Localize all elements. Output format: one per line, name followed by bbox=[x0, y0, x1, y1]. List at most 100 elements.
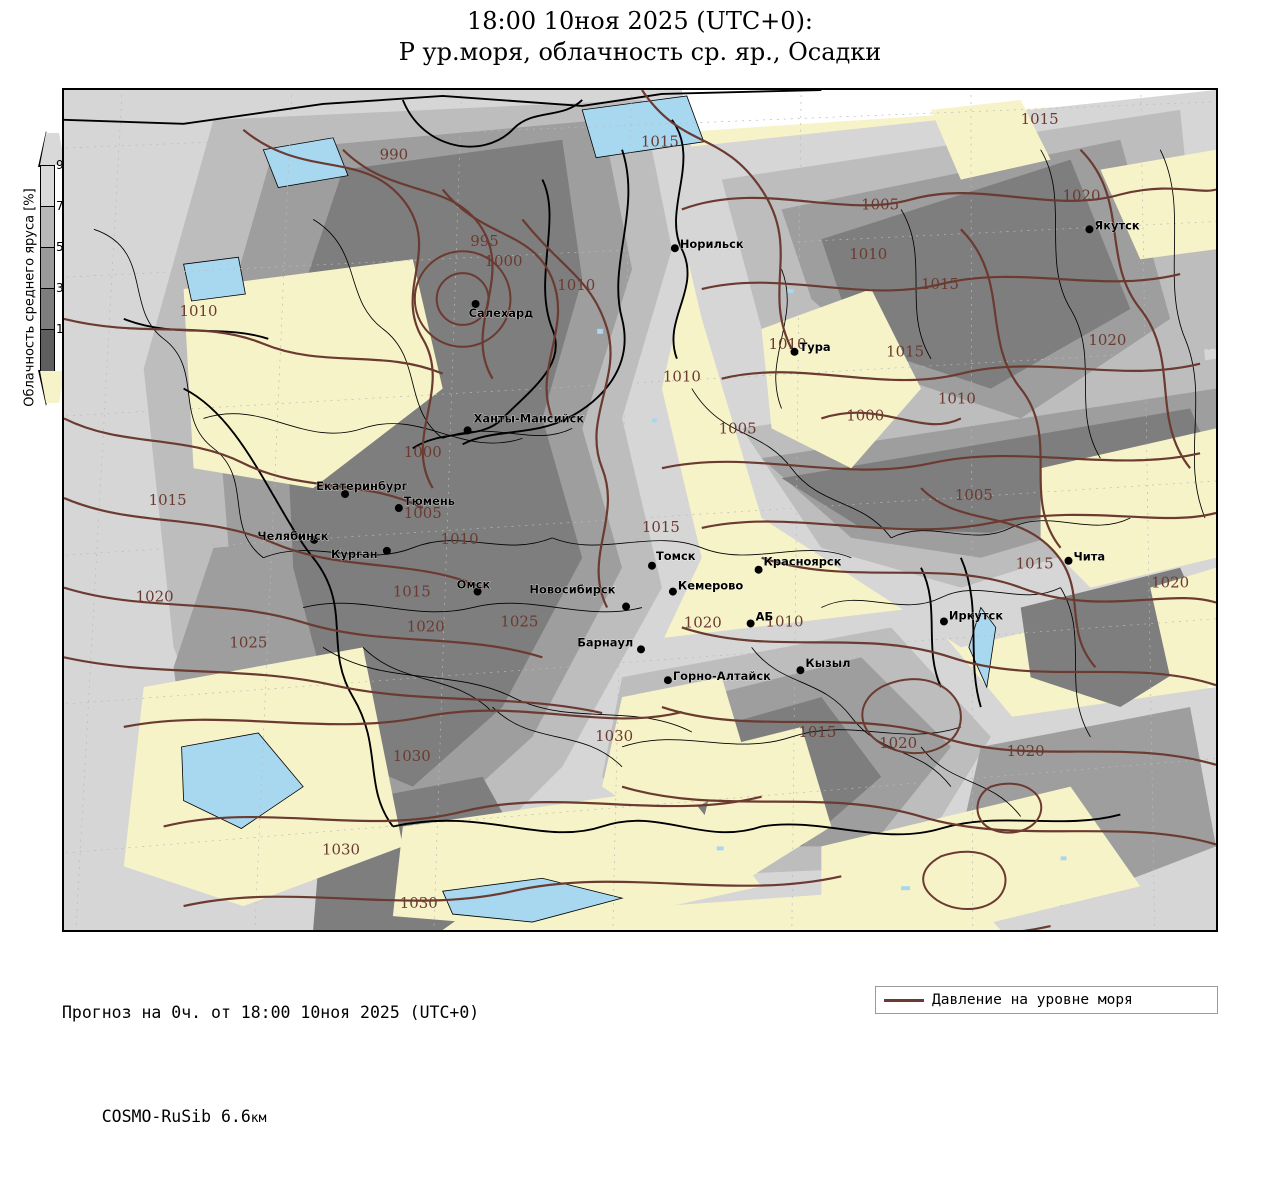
city-dot bbox=[310, 535, 319, 544]
city-label: Курган bbox=[331, 547, 378, 561]
isobar-label: 1020 bbox=[1007, 742, 1045, 760]
model-line: COSMO-RuSib 6.6км bbox=[62, 1078, 479, 1158]
colorbar-band-2 bbox=[41, 248, 54, 289]
isobar-label: 1030 bbox=[400, 894, 438, 912]
city-layer: Норильск Якутск Салехард Тура Ханты-Мансийск… bbox=[257, 218, 1140, 685]
city-label: Чита bbox=[1073, 550, 1105, 564]
city-label: Норильск bbox=[680, 237, 744, 251]
city-label: Иркутск bbox=[949, 608, 1003, 622]
isobar-label: 1025 bbox=[500, 612, 538, 630]
city-dot bbox=[341, 490, 350, 499]
isobar-label: 1010 bbox=[765, 612, 803, 630]
city-dot bbox=[473, 587, 482, 596]
city-label: Новосибирск bbox=[529, 583, 615, 597]
city-dot bbox=[463, 426, 472, 435]
city-dot bbox=[637, 645, 645, 654]
isobar-label: 1010 bbox=[768, 335, 806, 353]
city-dot bbox=[622, 602, 631, 611]
city-dot bbox=[382, 546, 391, 555]
city-label: Томск bbox=[656, 549, 696, 563]
isobar-label: 1020 bbox=[1062, 186, 1100, 204]
city-label: Екатеринбург bbox=[316, 479, 407, 493]
legend: Давление на уровне моря bbox=[875, 986, 1218, 1014]
title-line-2: P ур.моря, облачность ср. яр., Осадки bbox=[398, 38, 882, 66]
city-label: Омск bbox=[457, 578, 491, 592]
isobar-label: 1020 bbox=[1151, 574, 1189, 592]
weather-map[interactable]: 990 995 1000 1010 1015 1005 1015 1020 1010 1015 10… bbox=[62, 88, 1218, 932]
isobar-label: 990 bbox=[380, 146, 409, 164]
isobar-label: 1000 bbox=[484, 252, 522, 270]
isobar-label: 1010 bbox=[557, 276, 595, 294]
model-resolution-unit: км bbox=[250, 1111, 267, 1126]
city-dot bbox=[471, 300, 480, 308]
isobar-label: 995 bbox=[470, 232, 499, 250]
isobar-label: 1010 bbox=[849, 245, 887, 263]
title-line-1: 18:00 10ноя 2025 (UTC+0): bbox=[466, 7, 814, 35]
isobar-label: 1010 bbox=[180, 302, 218, 320]
colorbar-band-1 bbox=[41, 207, 54, 248]
city-dot bbox=[668, 587, 677, 596]
isobar-label: 1010 bbox=[938, 390, 976, 408]
pressure-legend-label: Давление на уровне моря bbox=[932, 992, 1133, 1008]
isobar-label: 1000 bbox=[404, 443, 442, 461]
isobar-label: 1015 bbox=[1016, 555, 1054, 573]
city-label: Барнаул bbox=[577, 635, 633, 649]
city-label: Кызыл bbox=[805, 656, 850, 670]
city-dot bbox=[796, 666, 805, 675]
isobar-label: 1015 bbox=[149, 491, 187, 509]
map-canvas: 990 995 1000 1010 1015 1005 1015 1020 1010 1015 10… bbox=[64, 90, 1216, 930]
isobar-label: 1020 bbox=[684, 613, 722, 631]
city-label: Ханты-Мансийск bbox=[474, 411, 585, 425]
isobar-label: 1015 bbox=[921, 275, 959, 293]
city-dot bbox=[670, 244, 679, 253]
isobar-label: 1020 bbox=[1088, 331, 1126, 349]
isobar-label: 1005 bbox=[404, 504, 442, 522]
footer-text: Прогноз на 0ч. от 18:00 10ноя 2025 (UTC+… bbox=[62, 948, 479, 1184]
isobar-label: 1025 bbox=[229, 633, 267, 651]
city-label: Якутск bbox=[1094, 218, 1139, 232]
city-dot bbox=[754, 565, 763, 574]
city-label: Тура bbox=[799, 340, 830, 354]
city-label: АБ bbox=[756, 609, 774, 623]
colorbar-band-0 bbox=[41, 166, 54, 207]
isobar-label: 1000 bbox=[846, 406, 884, 424]
city-label: Кемерово bbox=[678, 579, 744, 593]
isobar-label: 1030 bbox=[393, 747, 431, 765]
city-dot bbox=[394, 504, 403, 512]
page-title: 18:00 10ноя 2025 (UTC+0): P ур.моря, обл… bbox=[0, 6, 1280, 68]
isobar-label: 1015 bbox=[886, 343, 924, 361]
city-label: Салехард bbox=[469, 306, 534, 320]
city-dot bbox=[939, 617, 948, 626]
city-label: Тюмень bbox=[404, 494, 455, 508]
isobar-label: 1015 bbox=[1021, 110, 1059, 128]
isobar-label: 1030 bbox=[595, 727, 633, 745]
forecast-line: Прогноз на 0ч. от 18:00 10ноя 2025 (UTC+… bbox=[62, 1003, 480, 1022]
model-resolution: 6.6 bbox=[220, 1107, 251, 1126]
isobar-label: 1015 bbox=[393, 583, 431, 601]
model-name: COSMO-RuSib bbox=[101, 1107, 212, 1126]
city-dot bbox=[647, 561, 656, 570]
isobar-label: 1005 bbox=[719, 419, 757, 437]
colorbar-axis-title: Облачность среднего яруса [%] bbox=[22, 188, 38, 407]
isobar-label: 1020 bbox=[136, 588, 174, 606]
colorbar-bands bbox=[40, 165, 55, 372]
city-dot bbox=[663, 676, 672, 685]
isobar-label: 1020 bbox=[879, 734, 917, 752]
city-dot bbox=[790, 347, 799, 356]
city-label: Красноярск bbox=[764, 555, 842, 569]
isobar-label: 1010 bbox=[441, 530, 479, 548]
isobar-label: 1020 bbox=[407, 617, 445, 635]
colorbar-band-3 bbox=[41, 289, 54, 330]
city-label: Челябинск bbox=[257, 529, 328, 543]
isobar-label: 1005 bbox=[955, 486, 993, 504]
city-dot bbox=[746, 619, 755, 628]
isobar-label: 1005 bbox=[861, 195, 899, 213]
isobar-labels: 990 995 1000 1010 1015 1005 1015 1020 1010 1015 10… bbox=[136, 110, 1189, 912]
isobar-label: 1030 bbox=[322, 840, 360, 858]
isobar-label: 1015 bbox=[641, 133, 679, 151]
isobar-label: 1015 bbox=[798, 723, 836, 741]
colorbar-over-arrow bbox=[40, 133, 65, 165]
isobar-label: 1015 bbox=[642, 518, 680, 536]
colorbar-under-arrow bbox=[40, 371, 65, 403]
colorbar: Облачность среднего яруса [%] 9070503010 bbox=[0, 120, 71, 480]
